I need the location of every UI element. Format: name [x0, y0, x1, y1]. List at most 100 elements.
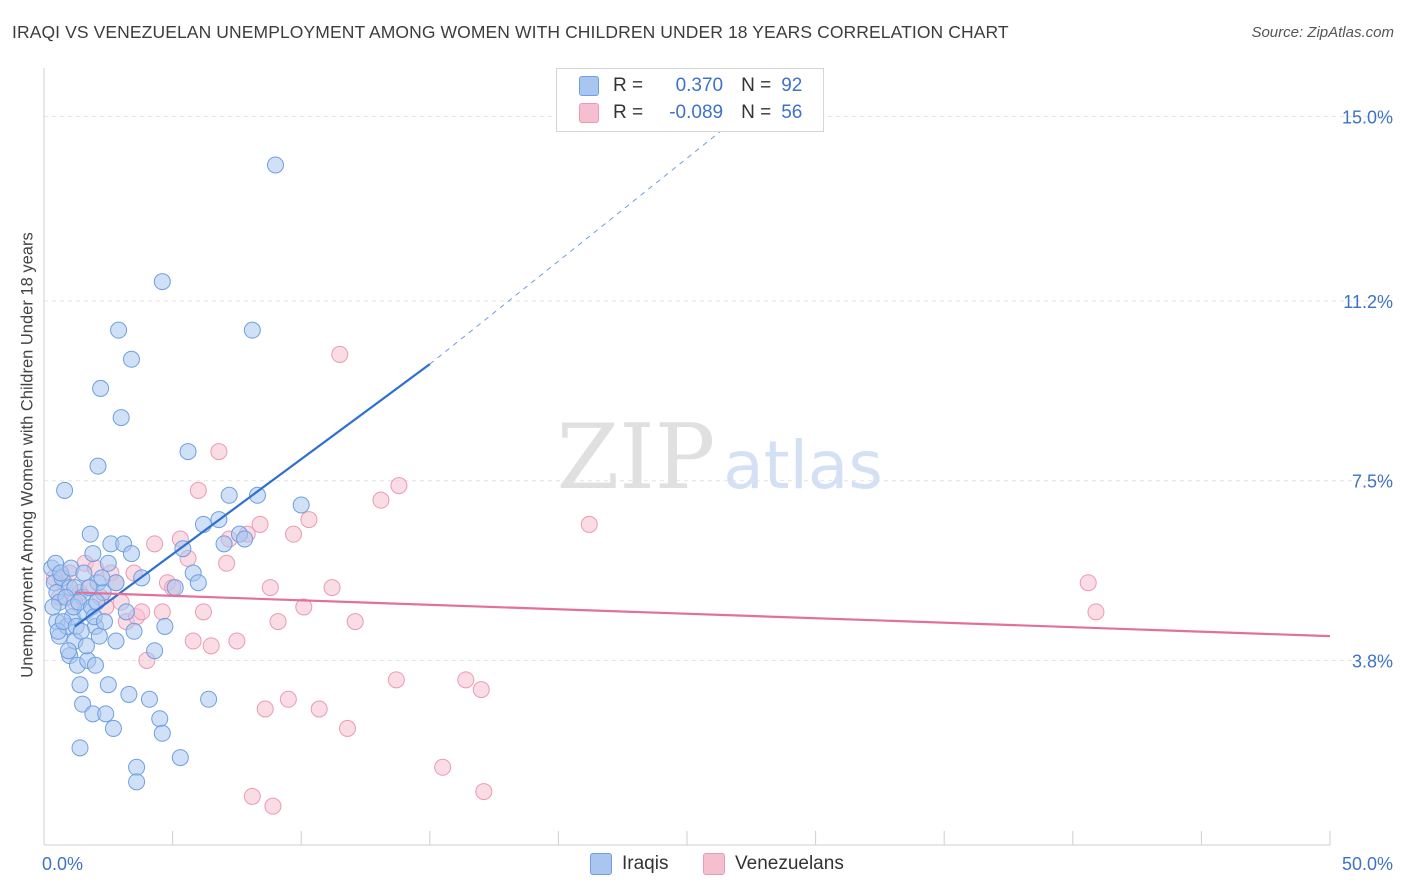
watermark: ZIP atlas — [557, 405, 883, 510]
venezuelans-point — [261, 579, 279, 597]
iraqis-point — [122, 545, 140, 563]
venezuelans-point — [372, 491, 390, 509]
iraqis-point — [122, 350, 140, 368]
venezuelans-point — [189, 481, 207, 499]
iraqis-point — [243, 321, 261, 339]
iraqis-point — [292, 496, 310, 514]
iraqis-point — [95, 613, 113, 631]
x-tick-labels: 0.0% 50.0% — [42, 854, 1393, 874]
legend-row-venezuelans: R = -0.089 N = 56 — [579, 101, 802, 125]
iraqis-trend-extension — [429, 106, 752, 365]
source-label: Source: ZipAtlas.com — [1251, 24, 1394, 41]
venezuelans-point — [264, 797, 282, 815]
iraqis-point — [248, 486, 266, 504]
iraqis-point — [120, 685, 138, 703]
venezuelans-point — [1087, 603, 1105, 621]
y-tick-label: 3.8% — [1352, 651, 1393, 671]
venezuelans-point — [434, 758, 452, 776]
iraqis-point — [128, 773, 146, 791]
n-label: N = — [741, 75, 772, 96]
iraqis-point — [189, 574, 207, 592]
iraqis-point — [75, 564, 93, 582]
iraqis-point — [153, 273, 171, 291]
venezuelans-point — [279, 690, 297, 708]
venezuelans-point — [390, 477, 408, 495]
iraqis-point — [44, 598, 62, 616]
y-tick-labels: 3.8% 7.5% 11.2% 15.0% — [1342, 107, 1393, 671]
iraqis-point — [92, 379, 110, 397]
venezuelans-point — [346, 613, 364, 631]
iraqis-point — [71, 739, 89, 757]
iraqis-point — [97, 705, 115, 723]
venezuelans-point — [338, 719, 356, 737]
venezuelans-point — [580, 515, 598, 533]
venezuelans-point — [256, 700, 274, 718]
iraqis-n-value: 92 — [781, 75, 803, 96]
iraqis-point — [125, 622, 143, 640]
iraqis-point — [104, 719, 122, 737]
iraqis-point — [179, 443, 197, 461]
iraqis-point — [146, 642, 164, 660]
venezuelans-point — [202, 637, 220, 655]
iraqis-point — [99, 676, 117, 694]
iraqis-point — [153, 724, 171, 742]
axes — [43, 68, 1331, 846]
grid-lines — [44, 115, 1392, 661]
venezuelans-point — [284, 525, 302, 543]
iraqis-points — [43, 156, 310, 791]
venezuelans-point — [210, 443, 228, 461]
venezuelans-point — [323, 579, 341, 597]
venezuelans-point — [184, 632, 202, 650]
iraqis-point — [112, 409, 130, 427]
venezuelans-point — [1079, 574, 1097, 592]
iraqis-point — [59, 642, 77, 660]
iraqis-point — [81, 525, 99, 543]
legend-row-iraqis: R = 0.370 N = 92 — [579, 74, 802, 98]
y-tick-label: 15.0% — [1342, 107, 1393, 127]
iraqis-point — [128, 758, 146, 776]
iraqis-point — [140, 690, 158, 708]
iraqis-point — [90, 627, 108, 645]
x-tick-label: 0.0% — [42, 854, 83, 874]
iraqis-point — [215, 535, 233, 553]
venezuelans-point — [251, 515, 269, 533]
venezuelans-point — [133, 603, 151, 621]
iraqis-point — [88, 593, 106, 611]
iraqis-point — [200, 690, 218, 708]
venezuelans-point — [218, 554, 236, 572]
y-tick-label: 11.2% — [1343, 292, 1393, 312]
venezuelans-point — [310, 700, 328, 718]
venezuelans-point — [475, 783, 493, 801]
venezuelans-point — [472, 681, 490, 699]
iraqis-point — [166, 579, 184, 597]
iraqis-legend-label: Iraqis — [622, 853, 669, 874]
iraqis-point — [80, 579, 98, 597]
r-label: R = — [613, 75, 644, 96]
venezuelans-point — [295, 598, 313, 616]
y-axis-label: Unemployment Among Women with Children U… — [18, 232, 37, 678]
venezuelans-point — [228, 632, 246, 650]
bottom-legend-iraqis: Iraqis — [590, 852, 668, 876]
iraqis-point — [107, 574, 125, 592]
iraqis-point — [194, 515, 212, 533]
n-label: N = — [741, 102, 772, 123]
iraqis-point — [151, 710, 169, 728]
iraqis-r-value: 0.370 — [675, 75, 724, 96]
iraqis-legend-swatch — [590, 853, 612, 875]
legend-box: R = 0.370 N = 92 R = -0.089 N = 56 — [556, 68, 824, 132]
venezuelans-n-value: 56 — [781, 102, 803, 123]
iraqis-point — [107, 632, 125, 650]
x-tick-label: 50.0% — [1342, 854, 1393, 874]
venezuelans-point — [269, 613, 287, 631]
venezuelans-point — [153, 603, 171, 621]
venezuelans-legend-label: Venezuelans — [735, 853, 844, 874]
iraqis-point — [156, 617, 174, 635]
venezuelans-point — [300, 511, 318, 529]
iraqis-point — [56, 481, 74, 499]
iraqis-point — [99, 554, 117, 572]
venezuelans-point — [387, 671, 405, 689]
iraqis-point — [77, 637, 95, 655]
r-label: R = — [613, 102, 644, 123]
iraqis-point — [93, 569, 111, 587]
